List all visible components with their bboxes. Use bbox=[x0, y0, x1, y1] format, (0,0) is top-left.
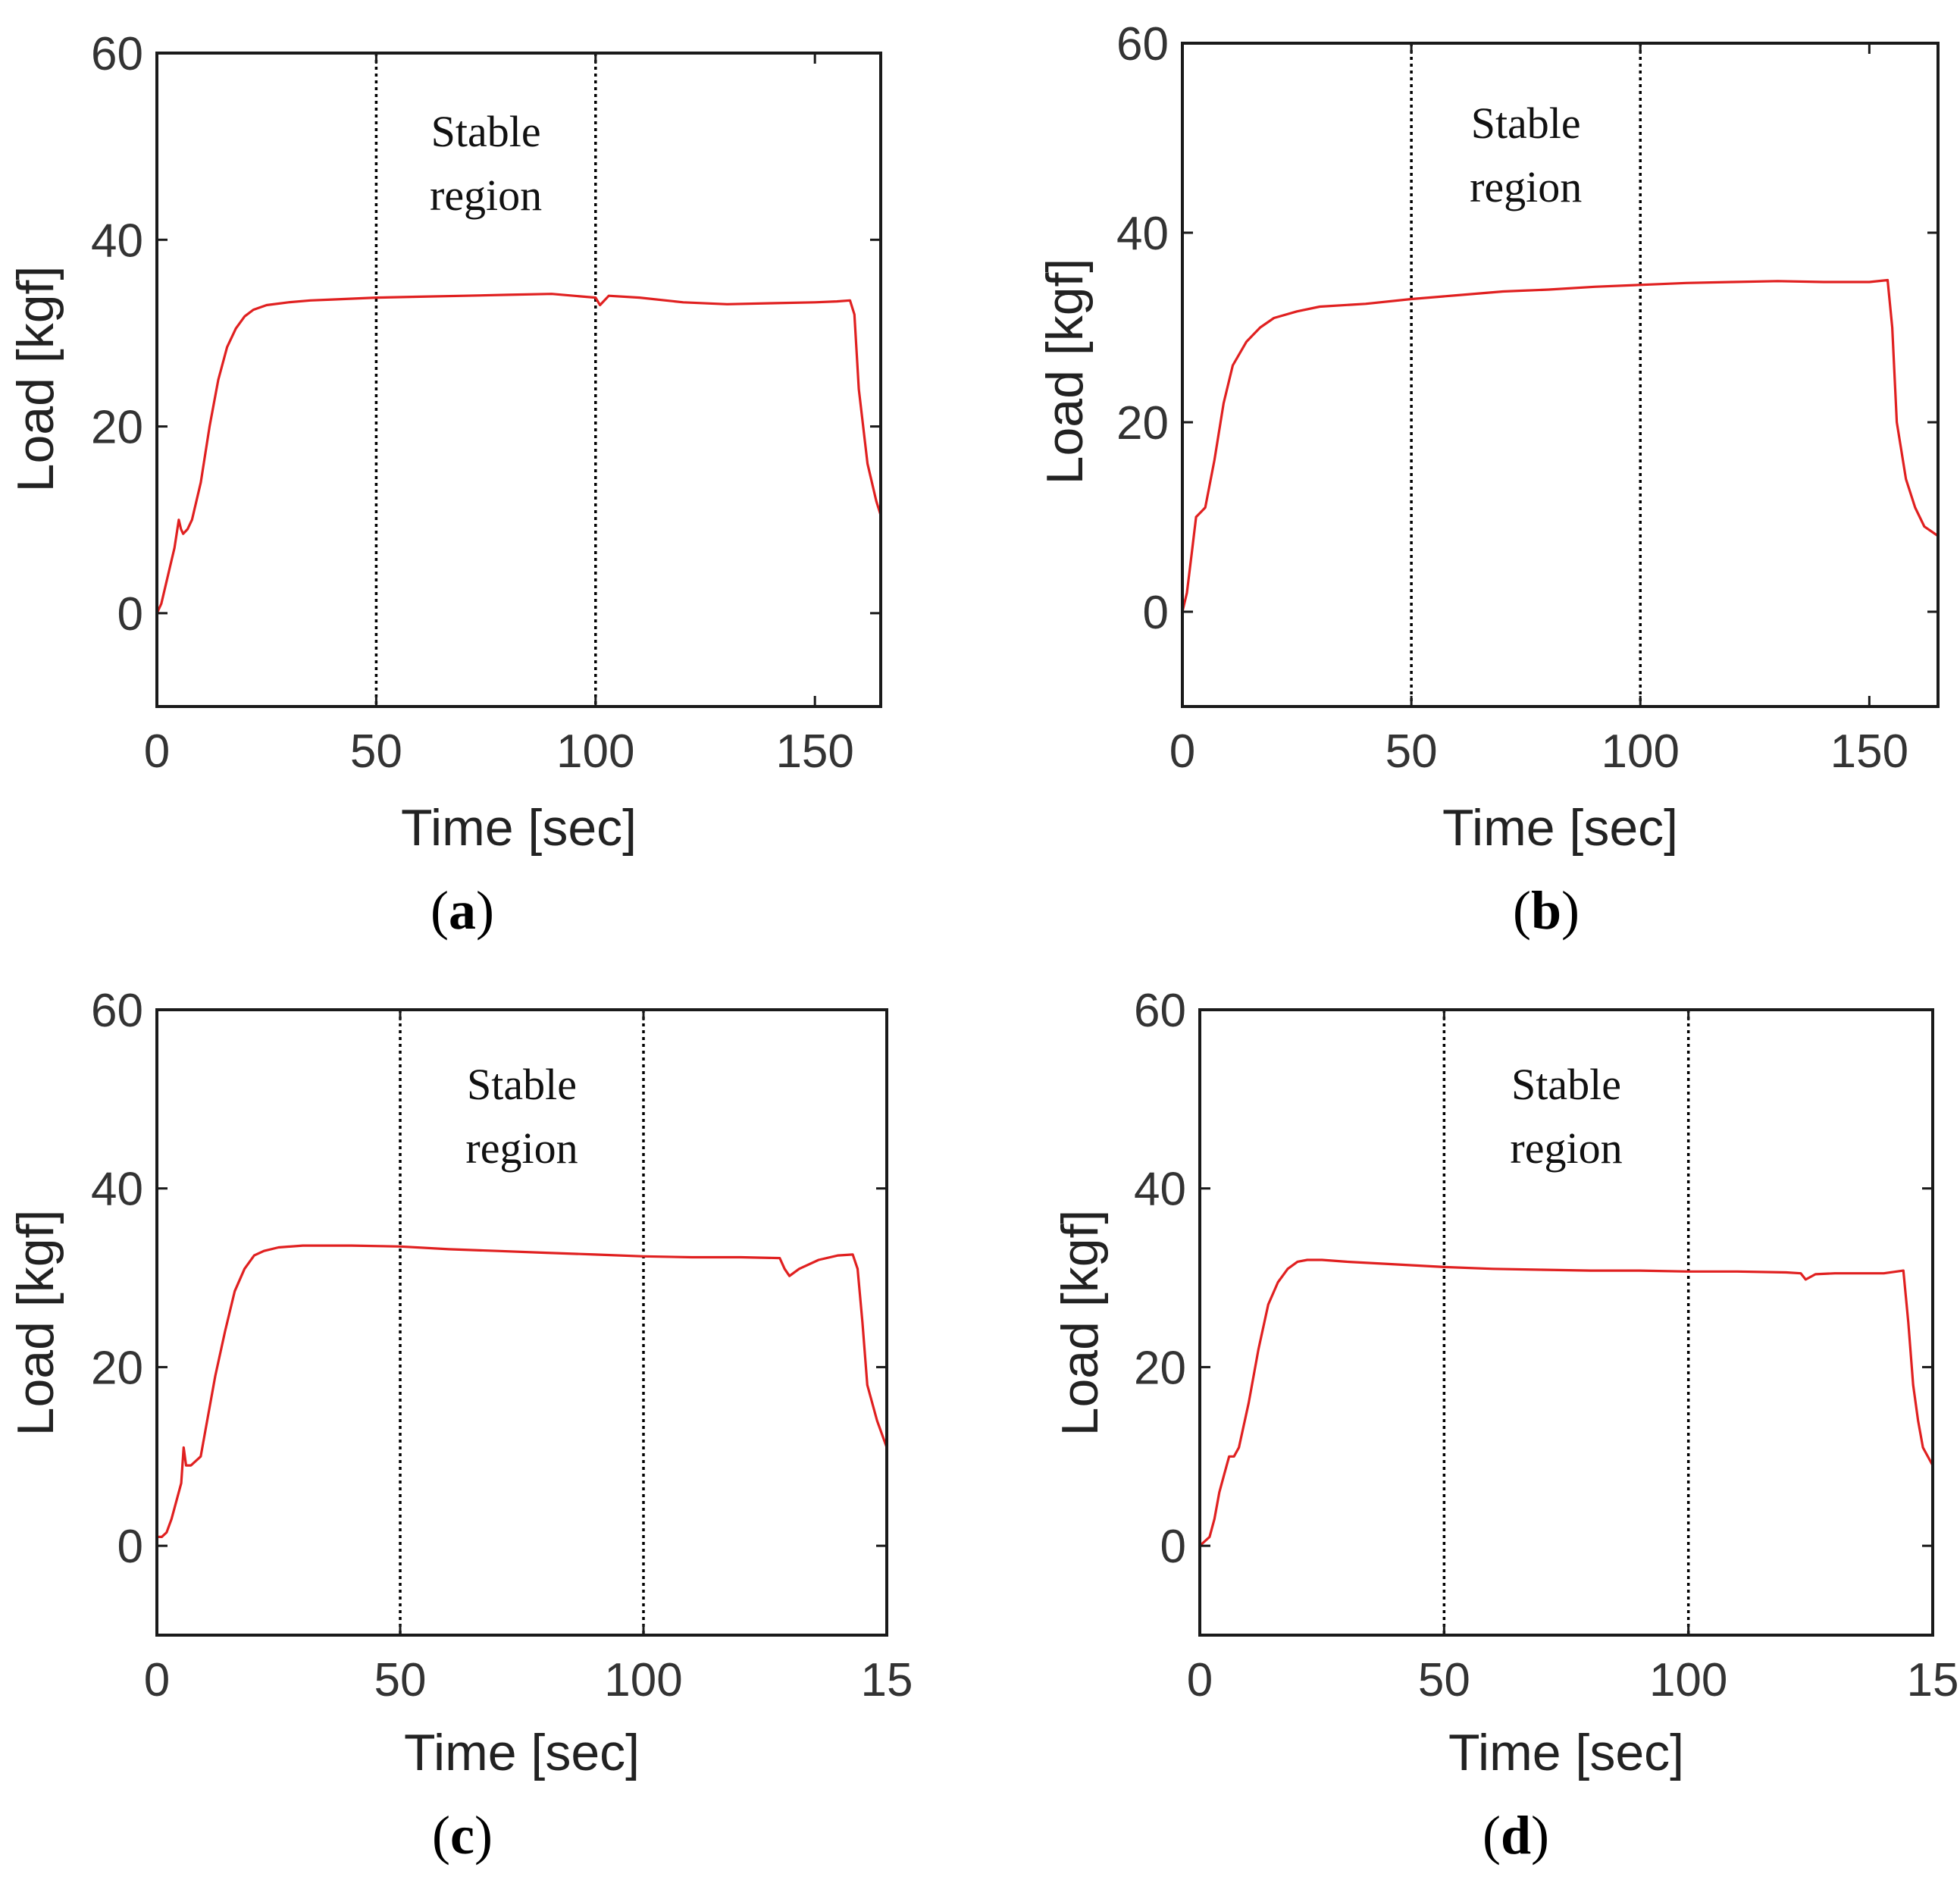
y-tick-label: 40 bbox=[91, 215, 143, 267]
y-tick-label: 60 bbox=[91, 985, 143, 1037]
x-tick-label: 50 bbox=[1385, 725, 1438, 778]
y-tick-label: 20 bbox=[1116, 397, 1169, 450]
panel-tag-letter: a bbox=[449, 880, 476, 941]
y-axis-label: Load [kgf] bbox=[1051, 1210, 1109, 1437]
y-tick-label: 40 bbox=[91, 1164, 143, 1216]
stable-region-annotation: Stable bbox=[1471, 99, 1581, 148]
load-series-line bbox=[157, 1244, 888, 1538]
y-tick-label: 0 bbox=[1143, 587, 1169, 639]
x-tick-label: 150 bbox=[1830, 725, 1908, 778]
load-series-line bbox=[155, 293, 882, 614]
y-tick-label: 0 bbox=[117, 588, 143, 641]
x-tick-label: 100 bbox=[1649, 1654, 1727, 1706]
panel-b: 0 50 100 150 0 20 40 60 Time [sec] Load [kgf] Stab… bbox=[1036, 18, 1940, 941]
panel-tag-open: ( bbox=[431, 880, 449, 941]
axes-frame bbox=[1181, 42, 1940, 708]
panel-tag-letter: c bbox=[450, 1805, 474, 1866]
x-axis-label: Time [sec] bbox=[1442, 799, 1678, 857]
panel-tag: (b) bbox=[1513, 880, 1580, 941]
y-tick-label: 20 bbox=[1134, 1342, 1186, 1394]
axes-frame bbox=[155, 1008, 888, 1637]
y-tick-label: 60 bbox=[91, 28, 143, 80]
panel-tag-close: ) bbox=[476, 880, 494, 941]
y-tick-label: 40 bbox=[1116, 208, 1169, 260]
panel-tag-open: ( bbox=[1483, 1805, 1501, 1866]
panel-tag-letter: b bbox=[1531, 880, 1561, 941]
panel-a: 0 50 100 150 0 20 40 60 Time [sec] Load [kgf] Stab… bbox=[7, 28, 882, 941]
stable-region-annotation: region bbox=[465, 1123, 578, 1173]
panel-tag-close: ) bbox=[474, 1805, 493, 1866]
stable-region-annotation: Stable bbox=[467, 1060, 577, 1109]
y-axis-label: Load [kgf] bbox=[7, 266, 64, 493]
x-tick-label: 15 bbox=[861, 1654, 913, 1706]
x-tick-label: 100 bbox=[1602, 725, 1680, 778]
stable-region-annotation: region bbox=[430, 171, 542, 220]
y-tick-label: 60 bbox=[1116, 18, 1169, 70]
panel-tag: (c) bbox=[432, 1805, 493, 1866]
stable-region-annotation: Stable bbox=[1511, 1060, 1621, 1109]
x-tick-label: 0 bbox=[1187, 1654, 1213, 1706]
y-tick-label: 60 bbox=[1134, 985, 1186, 1037]
x-tick-label: 0 bbox=[144, 1654, 170, 1706]
x-tick-label: 100 bbox=[604, 1654, 682, 1706]
axes-frame bbox=[1198, 1008, 1934, 1637]
stable-region-annotation: region bbox=[1470, 162, 1582, 212]
x-tick-label: 100 bbox=[556, 725, 634, 778]
axes-frame bbox=[155, 52, 882, 708]
x-axis-label: Time [sec] bbox=[401, 799, 637, 857]
panel-tag-close: ) bbox=[1531, 1805, 1549, 1866]
load-series-line bbox=[1181, 278, 1939, 613]
x-axis-label: Time [sec] bbox=[1448, 1724, 1684, 1781]
x-axis-label: Time [sec] bbox=[404, 1724, 640, 1781]
x-tick-label: 15 bbox=[1907, 1654, 1959, 1706]
stable-region-annotation: region bbox=[1510, 1123, 1622, 1173]
panel-tag-open: ( bbox=[432, 1805, 450, 1866]
panel-tag-open: ( bbox=[1513, 880, 1531, 941]
panel-tag: (a) bbox=[431, 880, 494, 941]
x-tick-label: 150 bbox=[775, 725, 853, 778]
x-tick-label: 50 bbox=[374, 1654, 427, 1706]
stable-region-annotation: Stable bbox=[431, 107, 541, 156]
y-tick-label: 20 bbox=[91, 402, 143, 454]
panel-tag-close: ) bbox=[1561, 880, 1580, 941]
x-tick-label: 50 bbox=[1418, 1654, 1470, 1706]
y-axis-label: Load [kgf] bbox=[7, 1210, 64, 1437]
panel-tag-letter: d bbox=[1501, 1805, 1531, 1866]
y-tick-label: 20 bbox=[91, 1342, 143, 1394]
x-tick-label: 50 bbox=[350, 725, 402, 778]
y-axis-label: Load [kgf] bbox=[1036, 258, 1094, 485]
y-tick-label: 40 bbox=[1134, 1164, 1186, 1216]
y-tick-label: 0 bbox=[117, 1521, 143, 1573]
x-tick-label: 0 bbox=[1169, 725, 1195, 778]
panel-tag: (d) bbox=[1483, 1805, 1549, 1866]
x-tick-label: 0 bbox=[144, 725, 170, 778]
y-tick-label: 0 bbox=[1160, 1521, 1186, 1573]
load-series-line bbox=[1198, 1258, 1934, 1547]
